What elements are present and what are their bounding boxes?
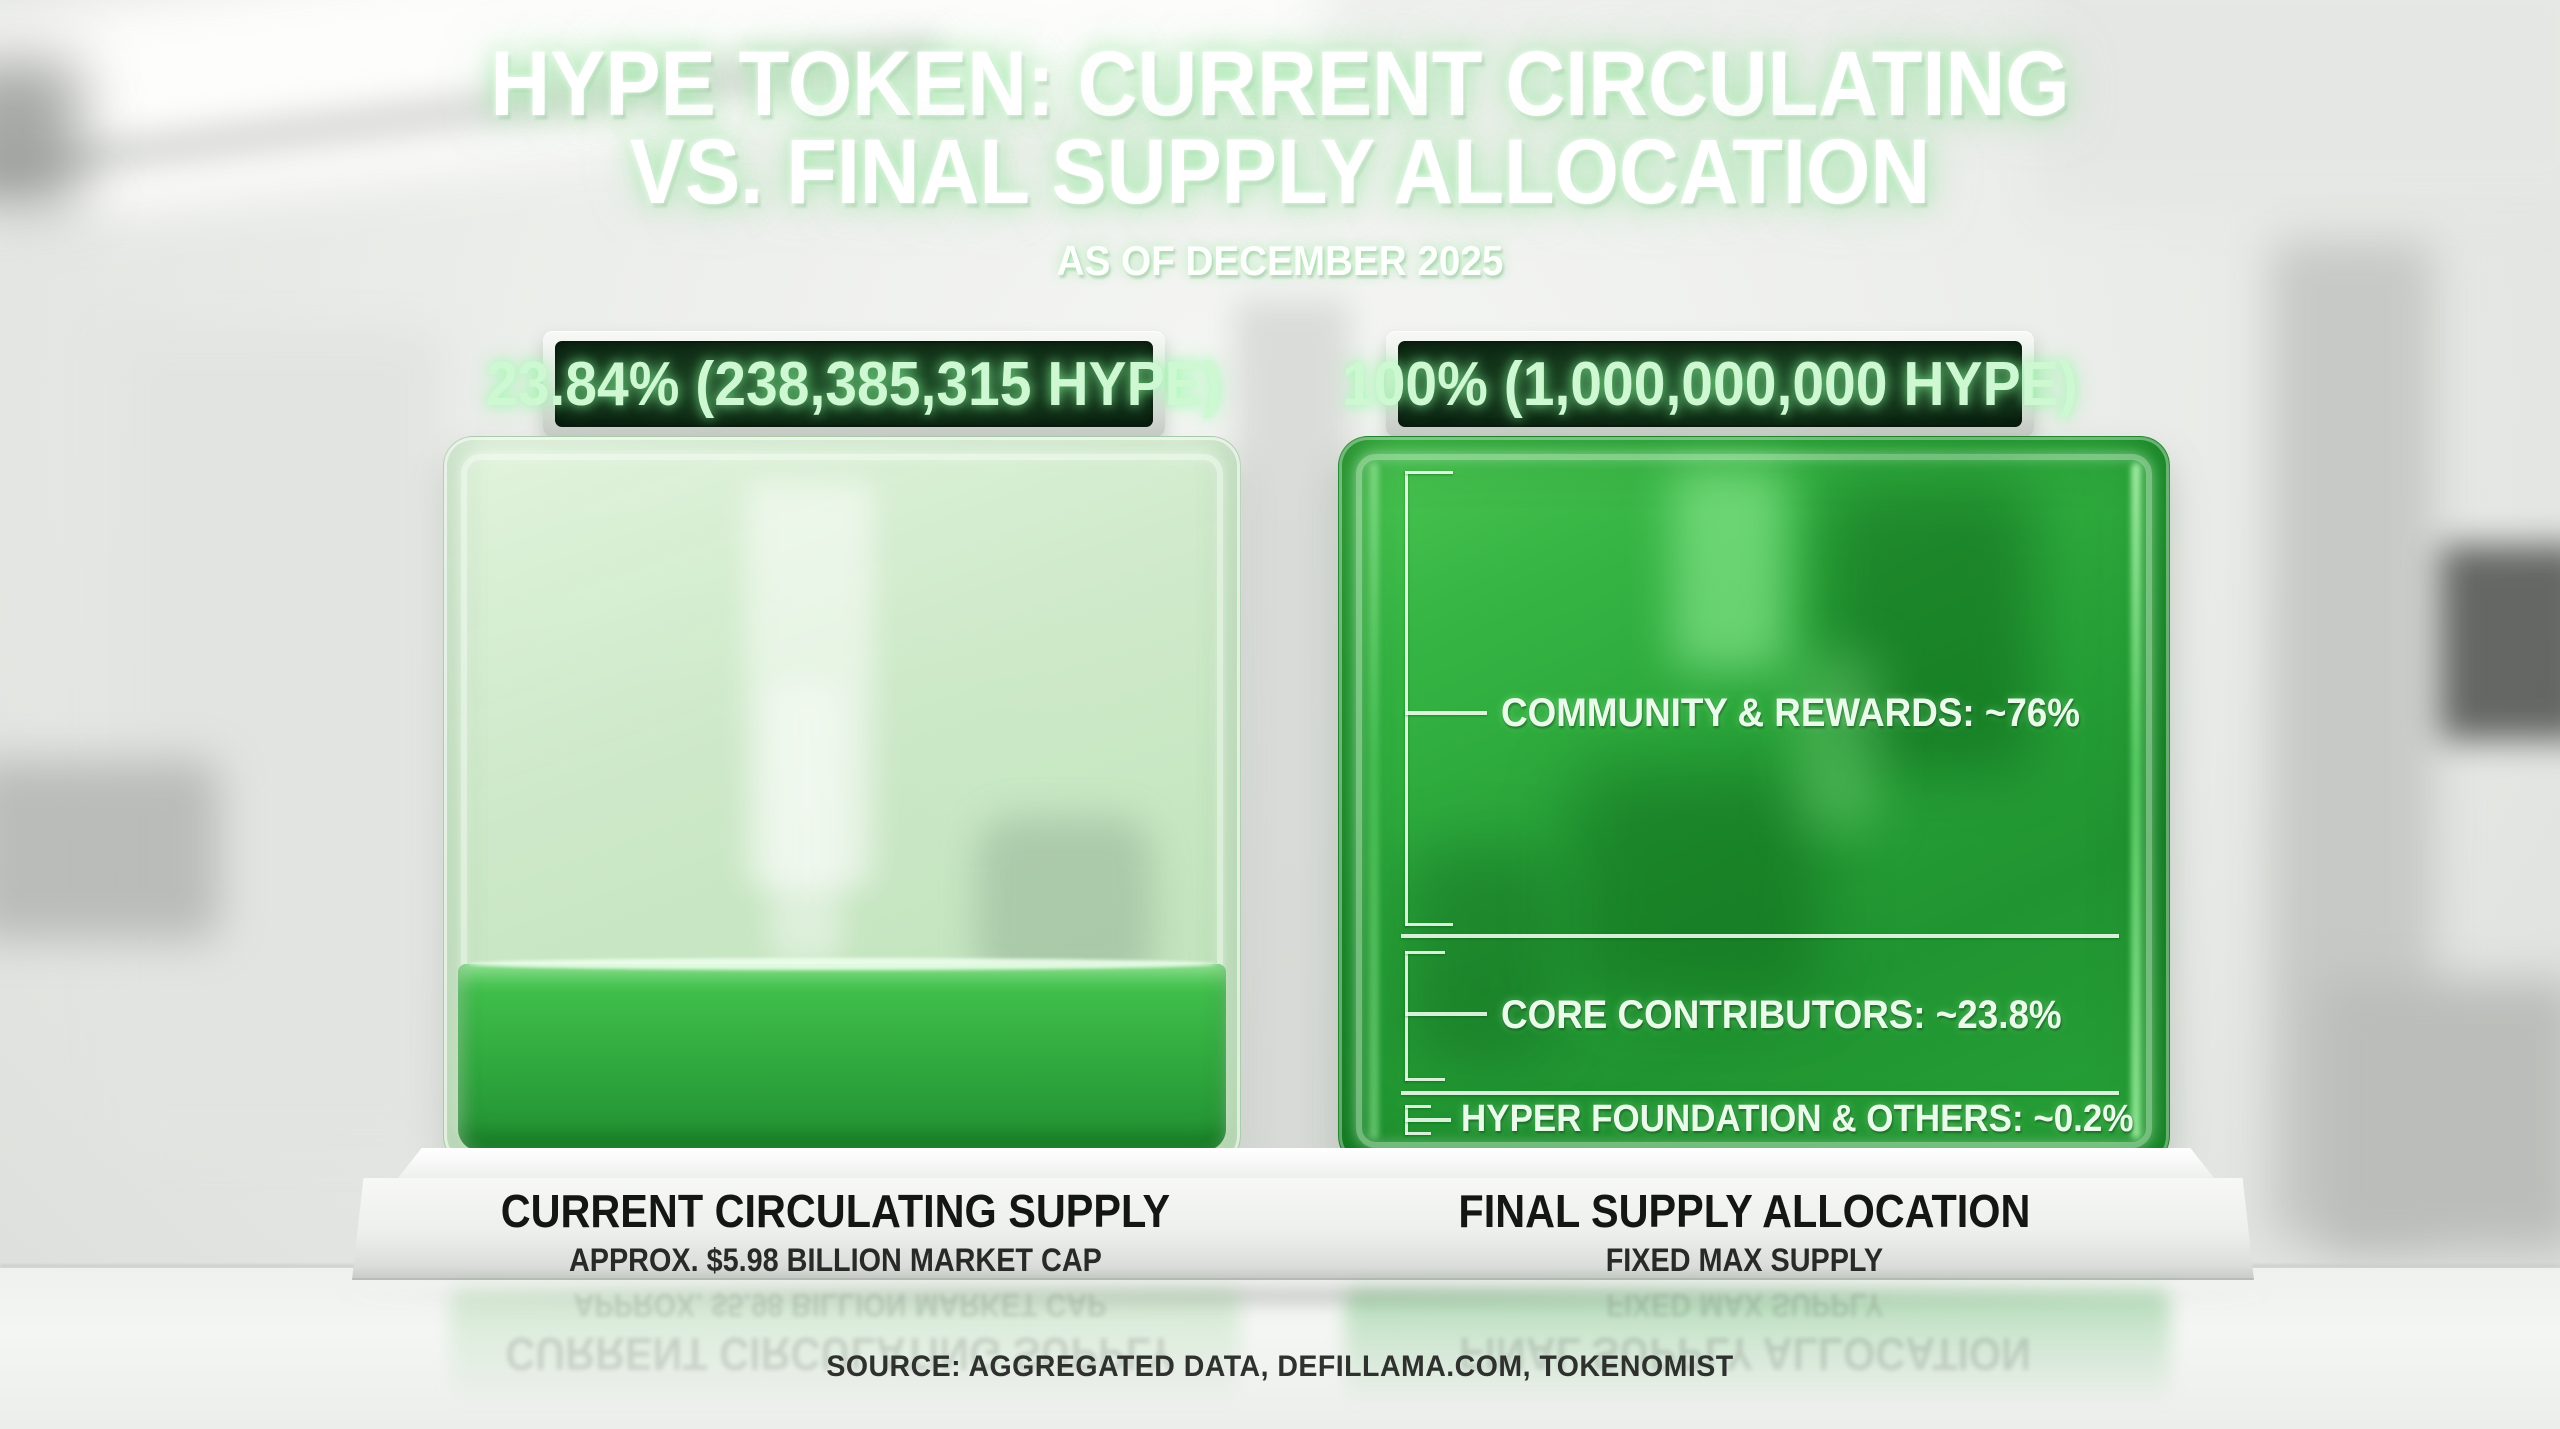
left-badge-value: 23.84% (238,385,315 HYPE) (486, 349, 1222, 419)
left-supply-badge: 23.84% (238,385,315 HYPE) (486, 331, 1222, 437)
page-title-line-1: HYPE TOKEN: CURRENT CIRCULATING (490, 33, 2070, 135)
community-bracket-line (1405, 471, 1408, 926)
final-supply-cube: COMMUNITY & REWARDS: ~76% CORE CONTRIBUT… (1338, 436, 2170, 1166)
right-cube-caption: FINAL SUPPLY ALLOCATION FIXED MAX SUPPLY (1364, 1184, 2125, 1279)
left-badge-screen: 23.84% (238,385,315 HYPE) (486, 341, 1222, 427)
liquid-fill-23-84-percent (458, 958, 1226, 1151)
segment-label-core-contributors: CORE CONTRIBUTORS: ~23.8% (1501, 993, 2062, 1037)
glass-bevel (1356, 454, 2152, 1148)
glass-sheen (770, 684, 842, 962)
reflected-text: FIXED MAX SUPPLY (1606, 1287, 1884, 1323)
page-subtitle: AS OF DECEMBER 2025 (1056, 236, 1504, 284)
page-title-line-2: VS. FINAL SUPPLY ALLOCATION (629, 121, 1931, 224)
source-attribution: SOURCE: AGGREGATED DATA, DEFILLAMA.COM, … (826, 1350, 1734, 1383)
core-bracket-line (1405, 951, 1408, 1081)
right-badge-value: 100% (1,000,000,000 HYPE) (1342, 349, 2078, 419)
left-caption-subtitle: APPROX. $5.98 BILLION MARKET CAP (568, 1242, 1102, 1278)
foundation-bracket-tick-bottom (1405, 1132, 1431, 1135)
community-bracket-tick-bottom (1405, 923, 1453, 926)
left-cube-reflection (450, 1290, 1240, 1405)
segment-separator-line (1401, 934, 2119, 938)
right-supply-badge: 100% (1,000,000,000 HYPE) (1342, 331, 2078, 437)
foundation-bracket-tick-top (1405, 1105, 1431, 1108)
right-caption-title: FINAL SUPPLY ALLOCATION (1458, 1185, 2031, 1237)
core-label-tick (1405, 1012, 1487, 1016)
right-cube-reflection (1345, 1290, 2170, 1405)
glass-sheen (746, 480, 874, 889)
pedestal-top-face (398, 1148, 2214, 1178)
core-bracket-tick-top (1405, 951, 1445, 954)
cube-right-edge-highlight (2131, 463, 2141, 1139)
background-right-desk (2320, 980, 2560, 1250)
reflected-text: APPROX. $5.98 BILLION MARKET CAP (573, 1287, 1107, 1323)
cube-dark-patch (1571, 764, 1821, 998)
cube-dark-patch (1820, 480, 2037, 772)
community-bracket-tick-top (1405, 471, 1453, 474)
background-right-dark-object (2440, 545, 2560, 740)
foundation-label-tick (1405, 1118, 1451, 1122)
right-caption-subtitle: FIXED MAX SUPPLY (1605, 1242, 1883, 1278)
cube-highlight (1795, 655, 1879, 831)
segment-label-community: COMMUNITY & REWARDS: ~76% (1501, 691, 2080, 735)
table-surface (0, 1268, 2560, 1429)
pedestal-shadow (330, 1282, 2280, 1310)
right-badge-screen: 100% (1,000,000,000 HYPE) (1342, 341, 2078, 427)
background-left-desk (0, 760, 220, 940)
cube-highlight (1671, 466, 1788, 670)
left-cube-caption: CURRENT CIRCULATING SUPPLY APPROX. $5.98… (455, 1184, 1216, 1279)
circulating-supply-cube (443, 436, 1241, 1166)
pedestal-front-face: CURRENT CIRCULATING SUPPLY APPROX. $5.98… (352, 1178, 2254, 1280)
cube-left-edge-highlight (1369, 463, 1379, 1139)
background-top-left-blob (0, 60, 80, 210)
background-left-wall (110, 330, 440, 1150)
segment-separator-line (1401, 1091, 2119, 1095)
core-bracket-tick-bottom (1405, 1078, 1445, 1081)
liquid-surface-line (468, 958, 1216, 970)
title-block: HYPE TOKEN: CURRENT CIRCULATING VS. FINA… (0, 33, 2560, 285)
left-caption-title: CURRENT CIRCULATING SUPPLY (500, 1185, 1170, 1237)
background-top-right-panel (2040, 0, 2560, 210)
community-label-tick (1405, 711, 1487, 715)
background-middle-column (1235, 300, 1350, 1200)
segment-label-foundation: HYPER FOUNDATION & OTHERS: ~0.2% (1461, 1098, 2134, 1140)
